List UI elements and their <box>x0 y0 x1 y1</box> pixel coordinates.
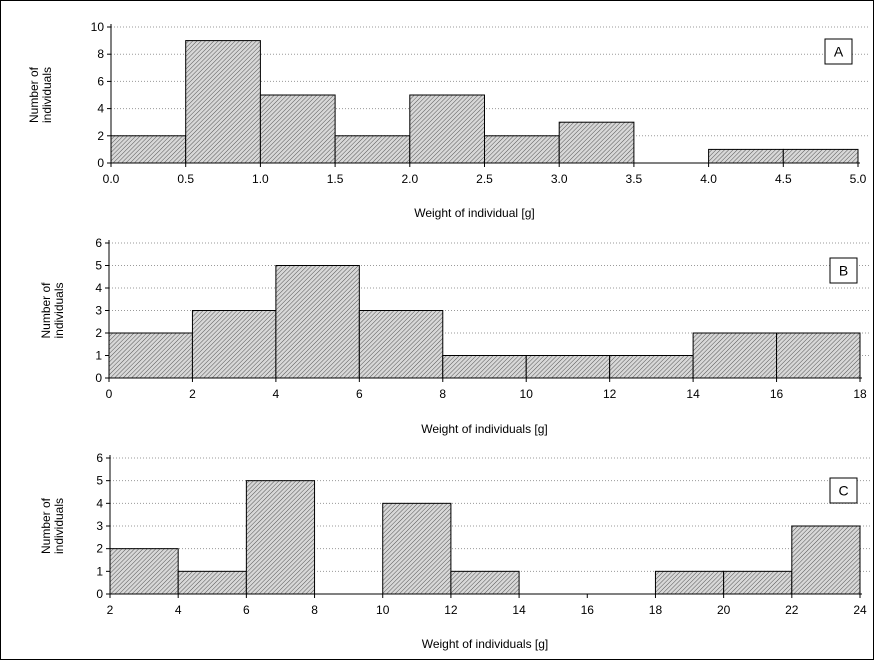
histogram-bar <box>185 40 261 164</box>
x-tick-label: 4 <box>273 387 280 401</box>
y-tick-label: 10 <box>91 20 105 34</box>
y-tick-label: 5 <box>96 474 103 488</box>
histogram-bar <box>177 570 247 595</box>
histogram-bar <box>484 135 560 164</box>
y-tick-label: 6 <box>97 74 104 88</box>
y-axis-label: Number ofindividuals <box>39 282 66 339</box>
x-tick-label: 22 <box>785 603 799 617</box>
x-tick-label: 2 <box>189 387 196 401</box>
x-tick-label: 4.5 <box>775 172 792 186</box>
y-tick-label: 4 <box>96 496 103 510</box>
x-tick-label: 4 <box>175 603 182 617</box>
panel-label-box <box>829 257 858 284</box>
y-tick-label: 0 <box>96 587 103 601</box>
x-tick-label: 5.0 <box>850 172 867 186</box>
histogram-bar <box>692 332 778 379</box>
x-tick-label: 8 <box>311 603 318 617</box>
y-tick-label: 0 <box>97 156 104 170</box>
histogram-bar <box>609 355 694 379</box>
histogram-bar <box>382 502 452 595</box>
x-tick-label: 24 <box>853 603 867 617</box>
x-tick-label: 3.5 <box>626 172 643 186</box>
x-tick-label: 18 <box>649 603 663 617</box>
y-tick-label: 1 <box>95 349 102 363</box>
histogram-bar <box>708 148 784 164</box>
y-tick-label: 4 <box>95 281 102 295</box>
histogram-bar <box>259 94 336 164</box>
x-axis-label: Weight of individuals [g] <box>422 637 549 651</box>
y-tick-label: 2 <box>97 129 104 143</box>
histogram-bar <box>358 310 444 379</box>
panel-label: B <box>839 263 848 279</box>
histogram-bar <box>110 135 187 164</box>
x-tick-label: 20 <box>717 603 731 617</box>
y-tick-label: 4 <box>97 102 104 116</box>
x-tick-label: 0.5 <box>177 172 194 186</box>
x-tick-label: 10 <box>520 387 534 401</box>
x-tick-label: 0.0 <box>103 172 120 186</box>
panel-label: A <box>834 44 844 60</box>
panel-label-box <box>829 477 858 504</box>
histogram-bar <box>654 570 725 595</box>
x-tick-label: 6 <box>243 603 250 617</box>
x-tick-label: 2 <box>107 603 114 617</box>
x-tick-label: 0 <box>106 387 113 401</box>
x-tick-label: 6 <box>356 387 363 401</box>
x-tick-label: 2.0 <box>401 172 418 186</box>
histogram-bar <box>558 121 635 164</box>
x-tick-label: 3.0 <box>551 172 568 186</box>
histogram-bar <box>109 548 179 595</box>
x-tick-label: 18 <box>853 387 867 401</box>
x-tick-label: 14 <box>512 603 526 617</box>
y-tick-label: 2 <box>96 542 103 556</box>
histogram-bar <box>776 332 861 379</box>
y-axis-label: Number ofindividuals <box>27 66 54 123</box>
histogram-bar <box>442 355 527 379</box>
x-axis-label: Weight of individual [g] <box>414 206 535 220</box>
x-tick-label: 16 <box>770 387 784 401</box>
y-tick-label: 3 <box>95 304 102 318</box>
histogram-bar <box>723 570 793 595</box>
panel-a: 0 2 4 6 8 10 0.0 0.5 1.0 1.5 2.0 2.5 3.0 3.5 4.0 4.5 5.0… <box>27 20 868 220</box>
y-tick-label: 3 <box>96 519 103 533</box>
y-tick-label: 6 <box>96 451 103 465</box>
x-tick-label: 1.5 <box>327 172 344 186</box>
x-axis-label: Weight of individuals [g] <box>421 422 548 436</box>
histogram-bar <box>334 135 411 164</box>
histogram-bar <box>791 525 861 595</box>
histogram-bar <box>450 570 520 595</box>
panel-label: C <box>838 483 848 499</box>
histogram-bar <box>275 265 360 379</box>
y-axis-label: Number ofindividuals <box>39 497 66 554</box>
y-tick-label: 6 <box>95 236 102 250</box>
y-tick-label: 8 <box>97 47 104 61</box>
x-tick-label: 10 <box>376 603 390 617</box>
histogram-bar <box>525 355 611 379</box>
x-tick-label: 4.0 <box>700 172 717 186</box>
y-tick-label: 5 <box>95 259 102 273</box>
histogram-bar <box>409 94 485 164</box>
x-tick-label: 2.5 <box>476 172 493 186</box>
histogram-bar <box>245 480 316 595</box>
y-tick-label: 0 <box>95 371 102 385</box>
histogram-bar <box>191 310 277 379</box>
x-tick-label: 14 <box>686 387 700 401</box>
y-tick-label: 2 <box>95 326 102 340</box>
x-tick-label: 16 <box>581 603 595 617</box>
x-tick-label: 1.0 <box>252 172 269 186</box>
histogram-bar <box>782 148 859 164</box>
x-tick-label: 12 <box>603 387 617 401</box>
x-tick-label: 12 <box>444 603 458 617</box>
y-tick-label: 1 <box>96 564 103 578</box>
histogram-bar <box>108 332 193 379</box>
panel-label-box <box>824 38 853 65</box>
x-tick-label: 8 <box>439 387 446 401</box>
